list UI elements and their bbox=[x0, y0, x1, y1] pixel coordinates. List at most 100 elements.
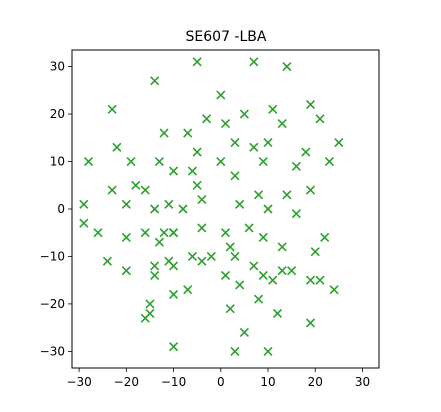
x-tick-label: 0 bbox=[217, 375, 225, 389]
data-point bbox=[315, 114, 325, 124]
data-point bbox=[154, 156, 164, 167]
data-point bbox=[258, 270, 268, 281]
x-tick-label: 10 bbox=[260, 375, 275, 389]
y-axis: −30 −20 −10 0 10 20 30 bbox=[40, 60, 72, 358]
data-point bbox=[282, 62, 292, 72]
data-point bbox=[263, 204, 273, 214]
data-point bbox=[216, 90, 226, 100]
data-point bbox=[253, 294, 264, 304]
plot-frame bbox=[71, 49, 380, 369]
data-point bbox=[258, 156, 268, 167]
data-point bbox=[277, 119, 287, 129]
y-tick-label: 20 bbox=[50, 107, 65, 121]
data-point bbox=[183, 128, 193, 138]
data-point bbox=[178, 204, 188, 214]
data-point bbox=[121, 232, 131, 243]
data-point bbox=[220, 270, 231, 281]
data-point bbox=[197, 223, 207, 233]
data-point bbox=[258, 232, 268, 243]
data-point bbox=[93, 228, 103, 238]
data-point bbox=[249, 142, 259, 152]
data-point bbox=[239, 109, 249, 119]
data-point bbox=[320, 232, 330, 243]
x-tick-label: −30 bbox=[66, 375, 91, 389]
data-point bbox=[277, 266, 287, 276]
data-point bbox=[192, 57, 202, 67]
y-tick-label: −20 bbox=[40, 297, 65, 311]
data-point bbox=[268, 275, 278, 285]
data-point bbox=[272, 308, 283, 318]
data-point bbox=[206, 251, 216, 262]
data-point bbox=[107, 185, 117, 195]
data-point bbox=[126, 156, 136, 167]
data-point bbox=[268, 104, 278, 114]
chart-title: SE607 -LBA bbox=[186, 29, 267, 45]
data-point bbox=[150, 261, 160, 271]
data-point bbox=[230, 251, 240, 262]
data-point bbox=[164, 256, 174, 266]
data-point bbox=[168, 342, 179, 352]
data-point bbox=[315, 275, 325, 285]
data-point bbox=[235, 199, 245, 209]
data-point bbox=[192, 180, 202, 190]
data-point bbox=[305, 100, 316, 110]
data-point bbox=[282, 190, 292, 200]
data-points bbox=[79, 57, 344, 356]
data-point bbox=[230, 171, 240, 181]
data-point bbox=[197, 194, 207, 205]
data-point bbox=[197, 256, 207, 266]
data-point bbox=[140, 185, 150, 195]
data-point bbox=[287, 266, 297, 276]
data-point bbox=[159, 228, 169, 238]
data-point bbox=[150, 204, 160, 214]
data-point bbox=[263, 137, 273, 148]
data-point bbox=[220, 228, 231, 238]
y-tick-label: 30 bbox=[50, 60, 65, 74]
data-point bbox=[291, 209, 301, 219]
data-point bbox=[164, 199, 174, 209]
data-point bbox=[305, 275, 316, 285]
data-point bbox=[305, 318, 316, 328]
data-point bbox=[79, 199, 89, 209]
data-point bbox=[159, 128, 169, 138]
y-tick-label: 0 bbox=[57, 202, 65, 216]
data-point bbox=[310, 247, 320, 257]
x-tick-label: −20 bbox=[114, 375, 139, 389]
x-tick-label: 30 bbox=[355, 375, 370, 389]
data-point bbox=[187, 251, 198, 262]
data-point bbox=[168, 228, 179, 238]
data-point bbox=[291, 161, 301, 171]
data-point bbox=[253, 190, 264, 200]
y-tick-label: −30 bbox=[40, 344, 65, 358]
y-tick-label: −10 bbox=[40, 249, 65, 263]
data-point bbox=[230, 137, 240, 148]
data-point bbox=[154, 237, 164, 247]
data-point bbox=[187, 166, 198, 176]
data-point bbox=[249, 57, 259, 67]
data-point bbox=[121, 199, 131, 209]
data-point bbox=[334, 137, 344, 148]
data-point bbox=[112, 142, 122, 152]
data-point bbox=[168, 166, 179, 176]
data-point bbox=[102, 256, 112, 266]
data-point bbox=[324, 156, 334, 167]
data-point bbox=[83, 156, 94, 167]
data-point bbox=[305, 185, 316, 195]
data-point bbox=[263, 346, 273, 356]
data-point bbox=[183, 285, 193, 295]
data-point bbox=[121, 266, 131, 276]
data-point bbox=[249, 261, 259, 271]
data-point bbox=[131, 180, 141, 190]
data-point bbox=[107, 104, 117, 114]
data-point bbox=[220, 119, 231, 129]
x-tick-label: 20 bbox=[308, 375, 323, 389]
y-tick-label: 10 bbox=[50, 155, 65, 169]
data-point bbox=[301, 147, 311, 157]
data-point bbox=[225, 304, 235, 314]
data-point bbox=[145, 299, 155, 309]
data-point bbox=[235, 280, 245, 290]
data-point bbox=[168, 289, 179, 299]
data-point bbox=[239, 327, 249, 337]
data-point bbox=[192, 147, 202, 157]
